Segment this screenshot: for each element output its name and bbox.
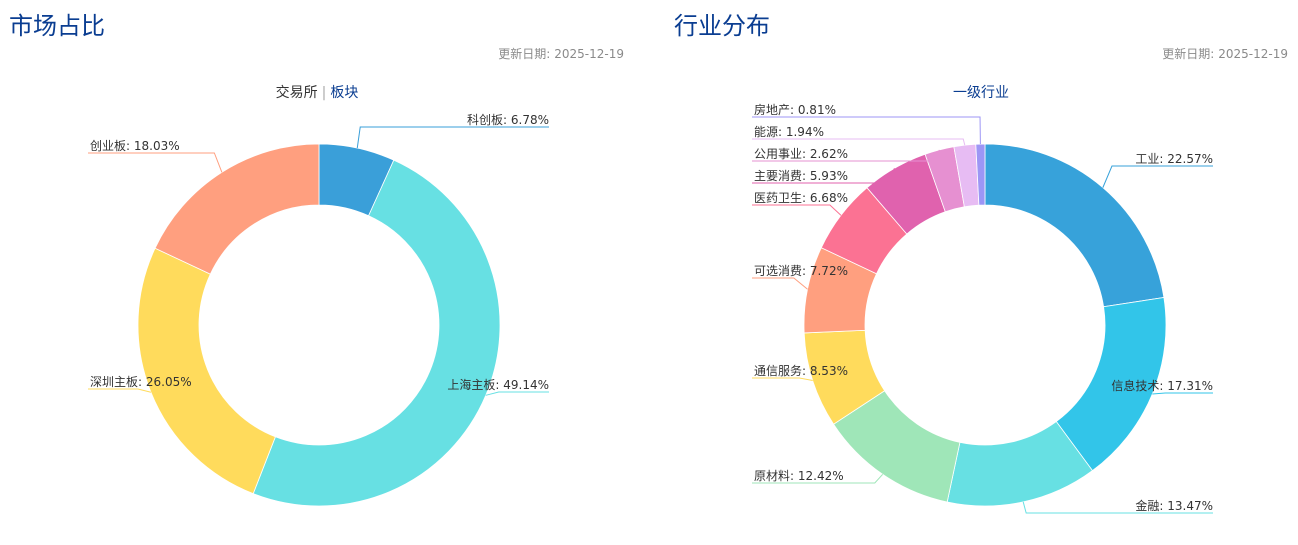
label-line-5 (752, 277, 808, 290)
slice-label-2: 金融: 13.47% (1135, 498, 1213, 513)
industry-distribution-title: 行业分布 (674, 12, 770, 40)
donut-labels: 科创板: 6.78% 上海主板: 49.14% 深圳主板: 26.05% 创业板: 1… (88, 113, 549, 396)
label-line-0 (356, 126, 549, 149)
industry-distribution-panel: 行业分布 更新日期: 2025-12-19 一级行业 工业: 22.57% 信息技术… (664, 0, 1298, 545)
update-date-value: 2025-12-19 (554, 47, 624, 61)
donut-slices (137, 143, 501, 507)
slice-label-7: 主要消费: 5.93% (754, 169, 848, 183)
label-line-2 (1022, 501, 1213, 514)
industry-update-date: 更新日期: 2025-12-19 (1158, 45, 1288, 62)
tab-exchange[interactable]: 交易所 (275, 85, 318, 101)
donut-slice-1[interactable] (252, 159, 501, 507)
label-line-1 (485, 391, 549, 396)
label-line-9 (752, 138, 966, 146)
label-line-4 (752, 377, 813, 382)
slice-label-9: 能源: 1.94% (754, 125, 824, 139)
donut-slice-0[interactable] (984, 143, 1165, 308)
label-line-3 (752, 473, 884, 484)
donut-labels: 工业: 22.57% 信息技术: 17.31% 金融: 13.47% 原材料: 12.… (752, 102, 1213, 514)
slice-label-0: 工业: 22.57% (1135, 152, 1213, 166)
slice-label-1: 上海主板: 49.14% (447, 377, 549, 392)
update-date-label: 更新日期: (498, 47, 551, 61)
tab-level-one-industry[interactable]: 一级行业 (953, 85, 1009, 101)
tab-board[interactable]: 板块 (330, 85, 359, 101)
label-line-3 (88, 152, 223, 173)
donut-slice-3[interactable] (154, 143, 320, 275)
donut-slice-10[interactable] (975, 143, 986, 206)
slice-label-0: 科创板: 6.78% (467, 113, 549, 127)
slice-label-6: 医药卫生: 6.68% (754, 191, 848, 205)
market-share-title: 市场占比 (9, 12, 105, 40)
label-line-10 (752, 116, 981, 145)
label-line-7 (752, 168, 895, 184)
slice-label-10: 房地产: 0.81% (754, 102, 836, 117)
slice-label-8: 公用事业: 2.62% (754, 147, 848, 161)
slice-label-2: 深圳主板: 26.05% (90, 375, 192, 389)
label-line-0 (1102, 165, 1213, 188)
label-line-6 (752, 204, 842, 216)
donut-slice-2[interactable] (137, 247, 276, 495)
label-line-8 (752, 149, 940, 162)
market-share-donut-chart: 科创板: 6.78% 上海主板: 49.14% 深圳主板: 26.05% 创业板: 1… (88, 113, 549, 507)
tab-separator: | (321, 85, 327, 101)
slice-label-3: 创业板: 18.03% (90, 139, 180, 153)
label-line-1 (1152, 392, 1213, 395)
donut-slices (803, 143, 1167, 507)
slice-label-1: 信息技术: 17.31% (1111, 378, 1213, 393)
slice-label-4: 通信服务: 8.53% (754, 363, 848, 378)
market-share-panel: 市场占比 更新日期: 2025-12-19 交易所 | 板块 科创板: 6.78% 上海… (0, 0, 634, 545)
slice-label-5: 可选消费: 7.72% (754, 264, 848, 278)
update-date-value: 2025-12-19 (1218, 47, 1288, 61)
market-share-update-date: 更新日期: 2025-12-19 (494, 45, 624, 62)
slice-label-3: 原材料: 12.42% (754, 469, 844, 483)
market-share-tabs: 交易所 | 板块 (0, 82, 634, 102)
update-date-label: 更新日期: (1162, 47, 1215, 61)
industry-tabs: 一级行业 (664, 82, 1298, 102)
label-line-2 (88, 388, 152, 393)
industry-donut-chart: 工业: 22.57% 信息技术: 17.31% 金融: 13.47% 原材料: 12.… (752, 102, 1213, 514)
